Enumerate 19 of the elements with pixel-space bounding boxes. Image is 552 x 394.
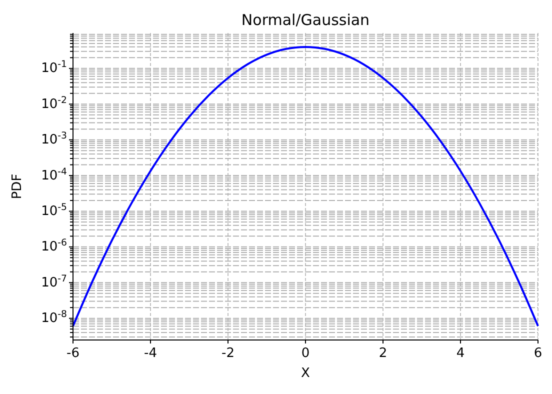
y-tick-label: 10$^{-4}$ [41,166,68,184]
y-tick-label: 10$^{-7}$ [41,272,68,290]
line-series [72,46,539,328]
chart-title: Normal/Gaussian [241,11,370,29]
x-tick-label: 2 [378,346,388,361]
y-tick-label: 10$^{-5}$ [41,202,68,220]
x-tick-label: 4 [456,346,465,361]
y-axis-title: PDF [10,174,25,200]
x-tick-label: 0 [301,346,310,361]
y-tick-label: 10$^{-1}$ [41,58,68,76]
y-tick-label: 10$^{-2}$ [41,94,68,112]
y-tick-label: 10$^{-8}$ [41,308,68,326]
x-tick-label: -2 [222,346,234,361]
x-tick-label: 6 [534,346,542,361]
y-tick-label: 10$^{-3}$ [41,130,68,148]
x-tick-label: -6 [66,346,80,361]
x-axis-title: X [301,366,310,381]
x-tick-label: -4 [144,346,157,361]
y-tick-label: 10$^{-6}$ [41,237,68,255]
